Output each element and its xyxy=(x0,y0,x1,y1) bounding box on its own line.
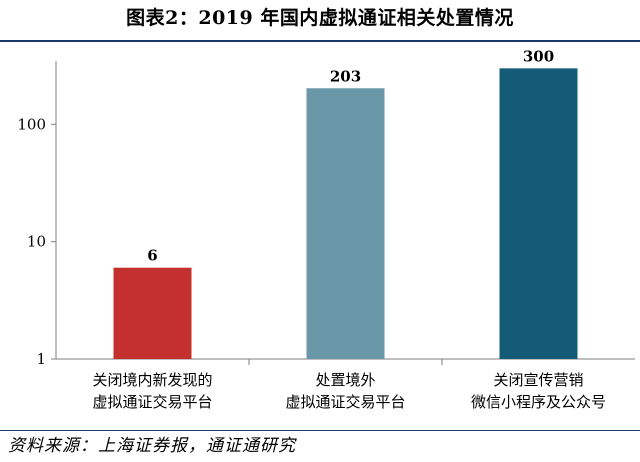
source-divider xyxy=(0,430,640,431)
y-tick-label-2: 100 xyxy=(17,115,46,133)
y-tick-label-0: 1 xyxy=(36,350,46,368)
y-axis-ticks: 1 10 100 xyxy=(17,115,56,368)
data-label-1: 203 xyxy=(330,67,361,85)
category-label-2-line-0: 关闭宣传营销 xyxy=(493,371,583,389)
data-labels: 6 203 300 xyxy=(147,47,554,264)
data-label-0: 6 xyxy=(147,247,157,265)
bar-2 xyxy=(499,68,578,359)
title-divider xyxy=(0,40,640,42)
x-axis-ticks xyxy=(248,359,443,365)
category-label-2-line-1: 微信小程序及公众号 xyxy=(471,393,606,411)
data-label-2: 300 xyxy=(523,47,554,65)
source-note: 资料来源：上海证券报，通证通研究 xyxy=(8,436,296,456)
category-label-1-line-0: 处置境外 xyxy=(315,371,375,389)
x-axis-labels: 关闭境内新发现的虚拟通证交易平台处置境外虚拟通证交易平台关闭宣传营销微信小程序及… xyxy=(92,371,606,411)
bar-0 xyxy=(113,267,192,359)
bar-series xyxy=(113,68,578,360)
y-tick-label-1: 10 xyxy=(27,233,46,251)
category-label-0-line-1: 虚拟通证交易平台 xyxy=(92,393,212,411)
category-label-0-line-0: 关闭境内新发现的 xyxy=(92,371,212,389)
bar-1 xyxy=(306,88,385,360)
category-label-1-line-1: 虚拟通证交易平台 xyxy=(285,393,405,411)
chart-title: 图表2：2019 年国内虚拟通证相关处置情况 xyxy=(126,7,514,29)
